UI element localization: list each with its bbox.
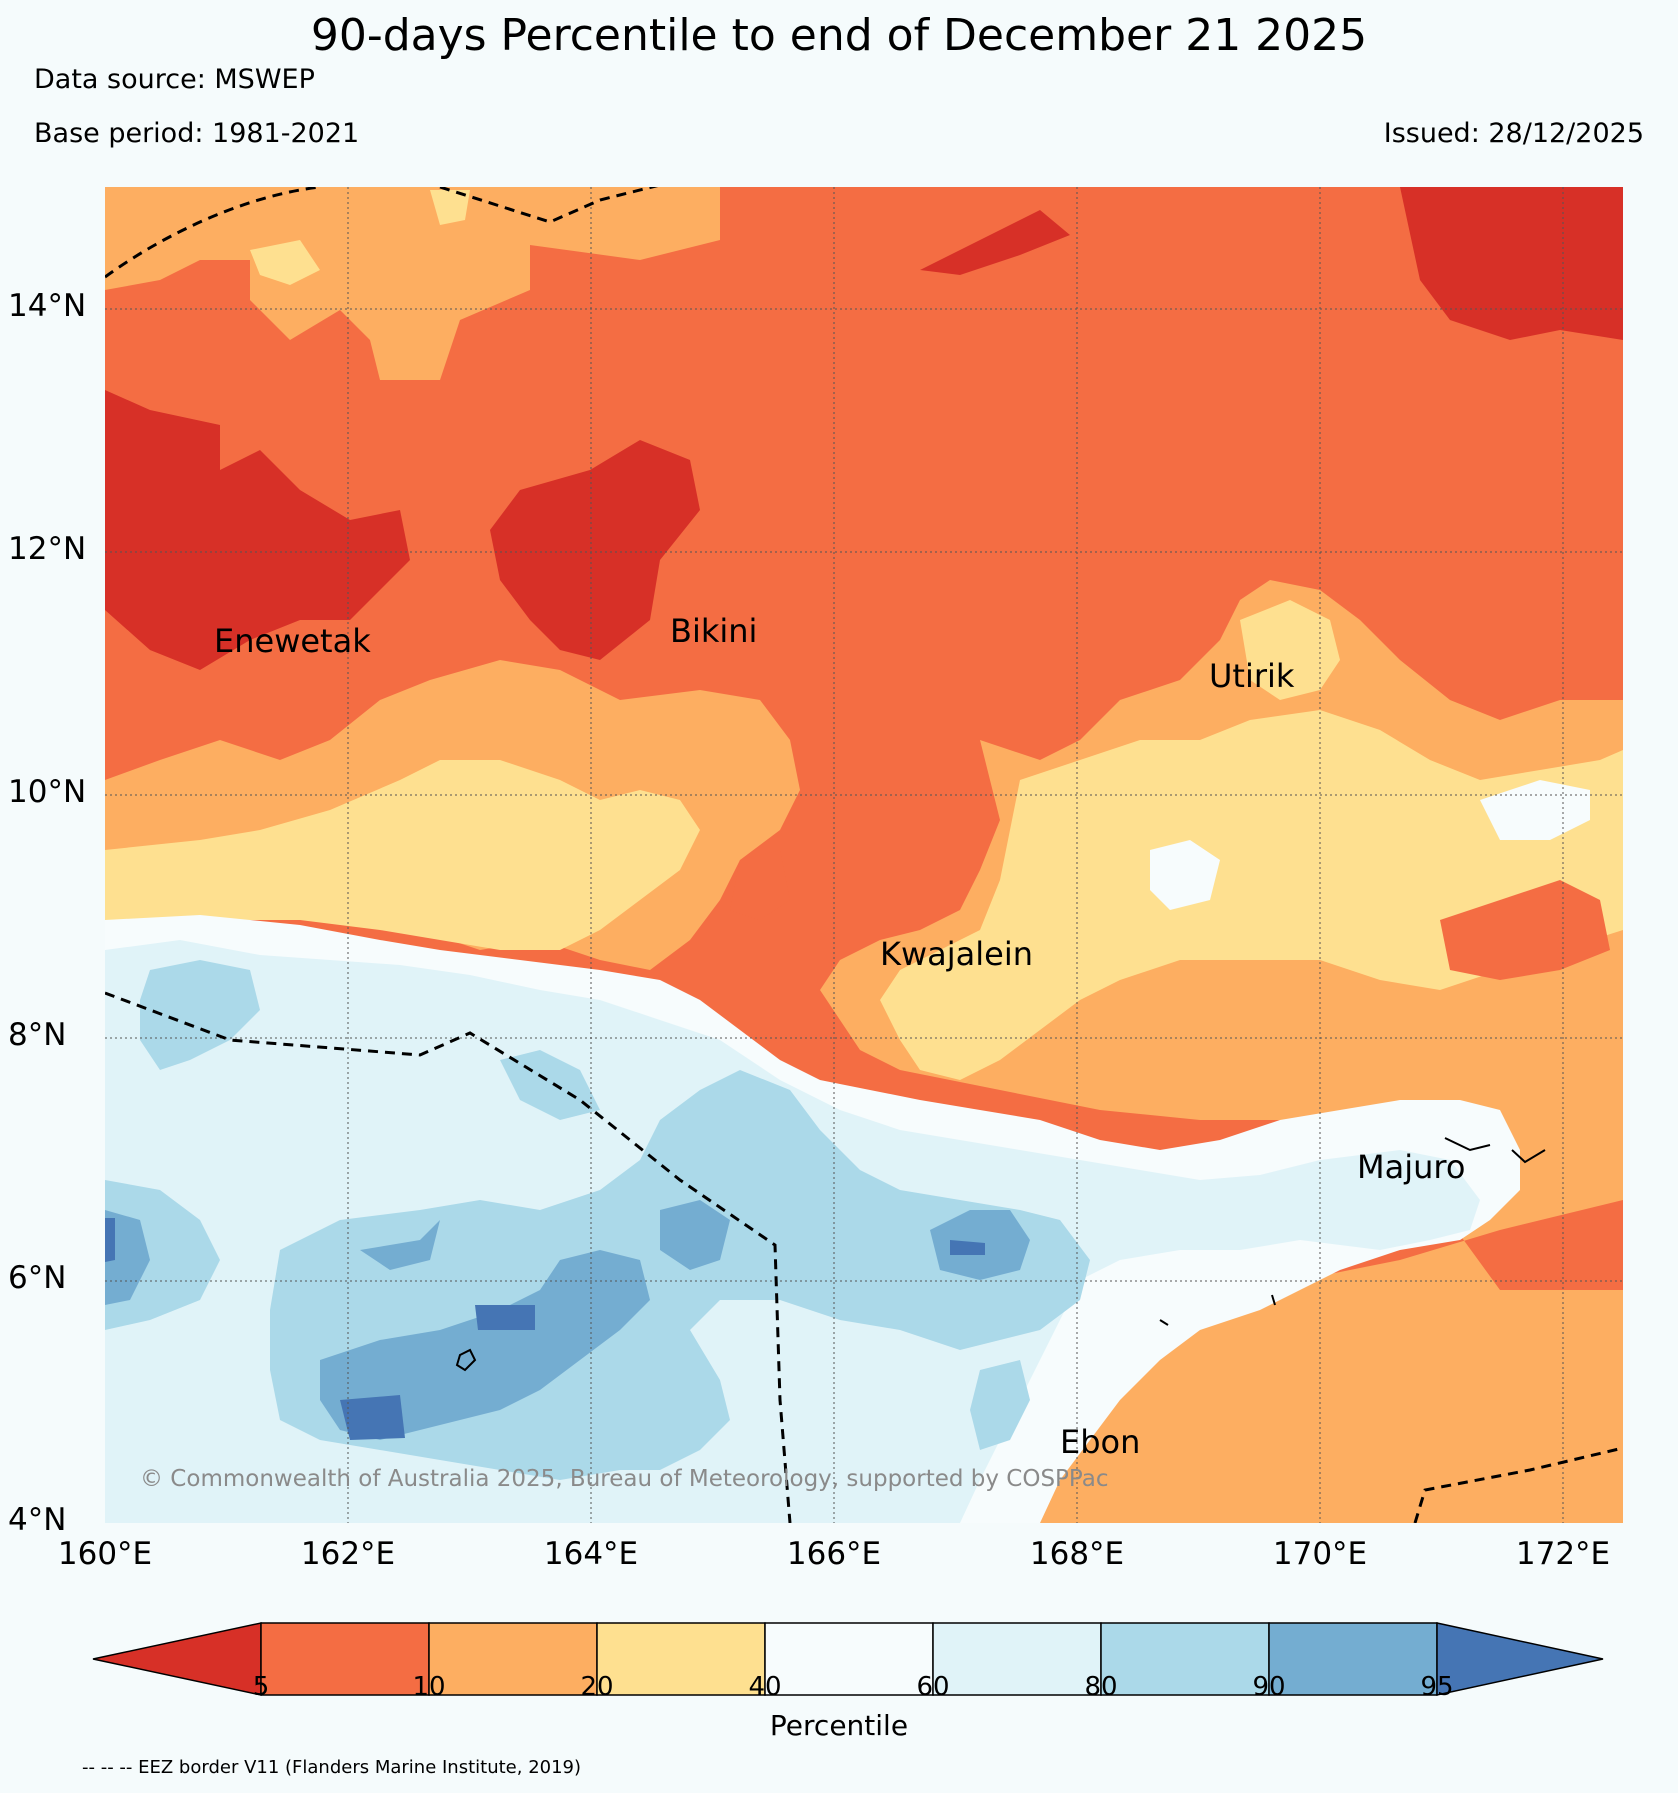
percentile-fill-80-90 xyxy=(140,960,260,1070)
colorbar-extend-high xyxy=(1436,1622,1604,1696)
island-label-bikini: Bikini xyxy=(670,612,758,650)
percentile-fill-80-90 xyxy=(970,1360,1030,1450)
percentile-fill-below-5 xyxy=(105,390,410,670)
percentile-fill-20-40 xyxy=(105,187,720,380)
lat-label-4n: 4°N xyxy=(8,1502,67,1538)
colorbar-tick-40: 40 xyxy=(748,1672,782,1702)
lat-label-8n: 8°N xyxy=(8,1017,67,1053)
colorbar-extend-low xyxy=(92,1622,262,1696)
island-label-enewetak: Enewetak xyxy=(214,622,371,660)
colorbar-tick-5: 5 xyxy=(252,1672,270,1702)
percentile-fill-90-95 xyxy=(360,1220,440,1270)
percentile-fill-10-20 xyxy=(730,850,790,920)
percentile-fill-40-60 xyxy=(880,710,1623,1080)
colorbar-segment xyxy=(1100,1622,1270,1696)
percentile-fill-above-95 xyxy=(475,1305,535,1330)
percentile-fill-40-60 xyxy=(1240,600,1340,700)
percentile-fill-below-5 xyxy=(920,210,1070,275)
percentile-fill-40-60-white xyxy=(1480,780,1590,840)
percentile-fill-40-60 xyxy=(250,240,320,285)
lon-label-170e: 170°E xyxy=(1272,1536,1368,1572)
percentile-fill-above-95 xyxy=(950,1240,985,1255)
colorbar-segment xyxy=(932,1622,1102,1696)
lat-label-10n: 10°N xyxy=(8,774,87,810)
map-title: 90-days Percentile to end of December 21… xyxy=(310,10,1368,61)
colorbar-tick-80: 80 xyxy=(1084,1672,1118,1702)
colorbar-tick-60: 60 xyxy=(916,1672,950,1702)
colorbar-segment xyxy=(428,1622,598,1696)
percentile-fill-below-5 xyxy=(1400,187,1623,340)
percentile-fill-above-95 xyxy=(105,1218,115,1262)
percentile-fill-40-60 xyxy=(430,190,470,225)
atoll-outlines xyxy=(455,1137,1546,1372)
lat-label-12n: 12°N xyxy=(8,531,87,567)
eez-border-note: -- -- -- EEZ border V11 (Flanders Marine… xyxy=(82,1757,582,1778)
lat-label-14n: 14°N xyxy=(8,288,87,324)
colorbar-segment xyxy=(1268,1622,1438,1696)
lon-label-160e: 160°E xyxy=(57,1536,153,1572)
graticule xyxy=(105,187,1623,1523)
colorbar-tick-90: 90 xyxy=(1252,1672,1286,1702)
percentile-fill-90-95 xyxy=(320,1250,650,1440)
colorbar-segment xyxy=(596,1622,766,1696)
island-label-utirik: Utirik xyxy=(1209,657,1295,695)
copyright-notice: © Commonwealth of Australia 2025, Bureau… xyxy=(140,1466,1109,1492)
colorbar-tick-10: 10 xyxy=(412,1672,446,1702)
colorbar-label: Percentile xyxy=(769,1709,909,1742)
percentile-fill-below-5 xyxy=(490,440,700,660)
island-label-kwajalein: Kwajalein xyxy=(880,935,1034,973)
colorbar-tick-95: 95 xyxy=(1420,1672,1454,1702)
issued-date-label: Issued: 28/12/2025 xyxy=(1383,118,1644,149)
lon-label-162e: 162°E xyxy=(300,1536,396,1572)
colorbar-segment xyxy=(764,1622,934,1696)
percentile-fill-10-20 xyxy=(1440,880,1610,980)
island-label-ebon: Ebon xyxy=(1060,1423,1141,1461)
colorbar-tick-20: 20 xyxy=(580,1672,614,1702)
percentile-fill-40-60-white xyxy=(1150,840,1220,910)
percentile-fill-90-95 xyxy=(660,1200,730,1270)
lon-label-166e: 166°E xyxy=(786,1536,882,1572)
lon-label-164e: 164°E xyxy=(543,1536,639,1572)
percentile-fill-above-95 xyxy=(340,1395,405,1440)
lat-label-6n: 6°N xyxy=(8,1260,67,1296)
lon-label-172e: 172°E xyxy=(1515,1536,1611,1572)
eez-border xyxy=(105,187,1623,1523)
lon-label-168e: 168°E xyxy=(1029,1536,1125,1572)
base-period-label: Base period: 1981-2021 xyxy=(34,118,360,149)
island-label-majuro: Majuro xyxy=(1357,1148,1466,1186)
colorbar-segment xyxy=(260,1622,430,1696)
data-source-label: Data source: MSWEP xyxy=(34,64,315,95)
percentile-fill-40-60 xyxy=(105,760,700,950)
